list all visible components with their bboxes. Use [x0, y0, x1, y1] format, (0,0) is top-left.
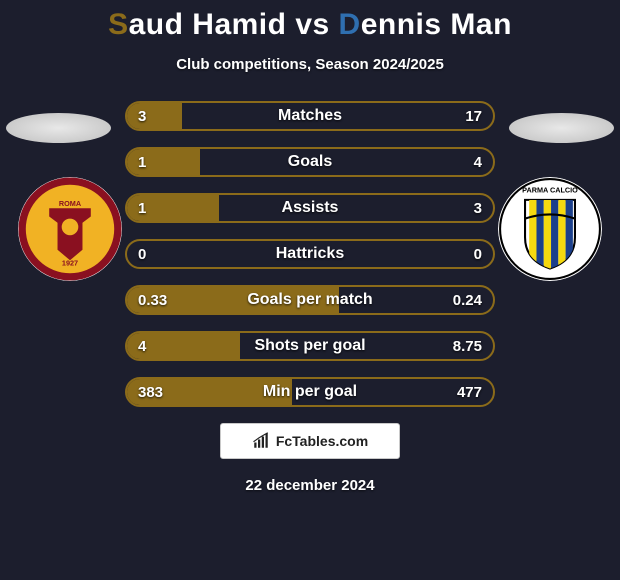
- club-badge-left: ROMA 1927: [18, 177, 122, 281]
- stat-label: Goals: [127, 149, 493, 175]
- vs-text: vs: [295, 8, 329, 41]
- comparison-title: Saud Hamid vs Dennis Man: [0, 0, 620, 42]
- player1-name: Saud Hamid: [108, 8, 286, 41]
- stat-label: Shots per goal: [127, 333, 493, 359]
- stat-value-right: 0: [463, 241, 493, 267]
- stat-row: 1Goals4: [125, 147, 495, 177]
- content-area: ROMA 1927 PARMA CALCIO 3Matches171Goals4…: [0, 101, 620, 407]
- stat-row: 0Hattricks0: [125, 239, 495, 269]
- stat-row: 1Assists3: [125, 193, 495, 223]
- chart-icon: [252, 432, 270, 450]
- stat-label: Goals per match: [127, 287, 493, 313]
- stat-value-right: 17: [454, 103, 493, 129]
- stat-value-right: 477: [446, 379, 493, 405]
- date-text: 22 december 2024: [0, 477, 620, 494]
- p1-initial: S: [108, 8, 129, 41]
- fctables-label: FcTables.com: [276, 433, 368, 449]
- stat-value-right: 0.24: [442, 287, 493, 313]
- svg-text:1927: 1927: [62, 258, 78, 267]
- stats-bars: 3Matches171Goals41Assists30Hattricks00.3…: [125, 101, 495, 407]
- roma-badge-icon: ROMA 1927: [18, 177, 122, 281]
- stat-label: Hattricks: [127, 241, 493, 267]
- stat-label: Assists: [127, 195, 493, 221]
- stat-value-right: 4: [463, 149, 493, 175]
- parma-badge-icon: PARMA CALCIO: [498, 177, 602, 281]
- stat-row: 4Shots per goal8.75: [125, 331, 495, 361]
- stat-row: 383Min per goal477: [125, 377, 495, 407]
- stat-value-right: 3: [463, 195, 493, 221]
- stat-row: 3Matches17: [125, 101, 495, 131]
- p2-initial: D: [339, 8, 361, 41]
- stat-label: Matches: [127, 103, 493, 129]
- svg-text:ROMA: ROMA: [59, 199, 82, 208]
- club-badge-right: PARMA CALCIO: [498, 177, 602, 281]
- fctables-badge: FcTables.com: [220, 423, 400, 459]
- subtitle: Club competitions, Season 2024/2025: [0, 56, 620, 73]
- player1-ellipse: [6, 113, 111, 143]
- stat-value-right: 8.75: [442, 333, 493, 359]
- stat-label: Min per goal: [127, 379, 493, 405]
- player2-ellipse: [509, 113, 614, 143]
- svg-text:PARMA CALCIO: PARMA CALCIO: [522, 186, 578, 195]
- player2-name: Dennis Man: [339, 8, 512, 41]
- stat-row: 0.33Goals per match0.24: [125, 285, 495, 315]
